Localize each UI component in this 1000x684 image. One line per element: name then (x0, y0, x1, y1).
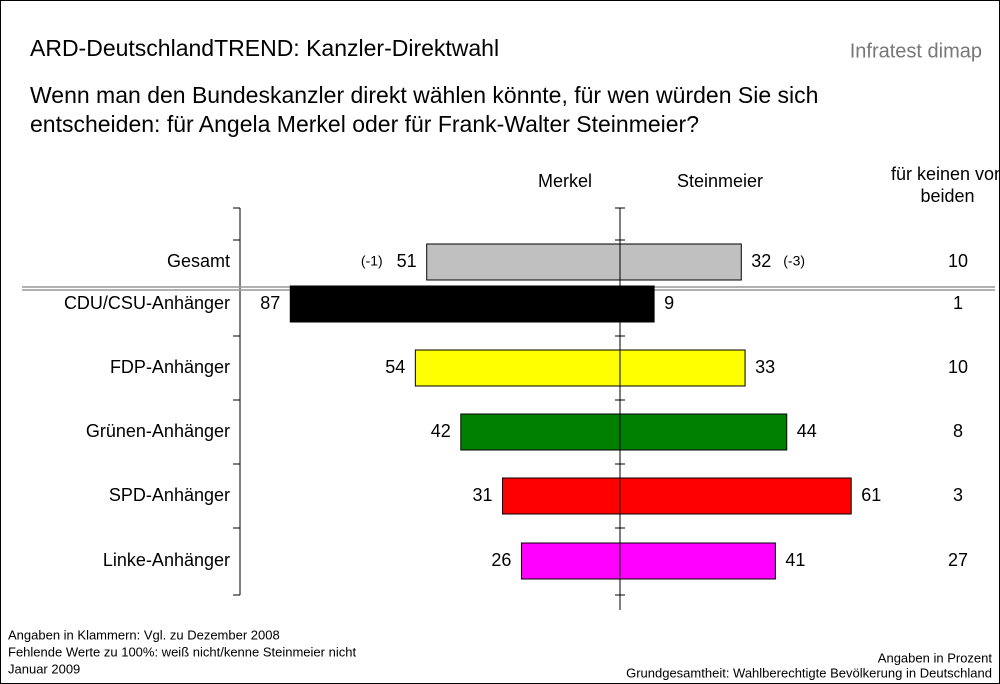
bar (520, 542, 621, 580)
value-label: 87 (260, 293, 280, 313)
value-label: 42 (431, 421, 451, 441)
bar (460, 413, 621, 451)
value-label: 54 (385, 357, 405, 377)
bar (619, 477, 852, 515)
series-header: für keinen von beiden (890, 164, 1000, 206)
value-label: 26 (491, 550, 511, 570)
category-label: Grünen-Anhänger (86, 421, 230, 441)
value-label: 8 (953, 421, 963, 441)
footnote: Angaben in Klammern: Vgl. zu Dezember 20… (8, 627, 280, 642)
value-label: 41 (785, 550, 805, 570)
bar (619, 542, 776, 580)
bar (619, 285, 655, 323)
bar (289, 285, 621, 323)
value-label: 27 (948, 550, 968, 570)
category-label: Gesamt (167, 251, 230, 271)
footnote: Januar 2009 (8, 661, 80, 676)
bar (414, 349, 621, 387)
category-label: FDP-Anhänger (110, 357, 230, 377)
subtitle: entscheiden: für Angela Merkel oder für … (30, 111, 699, 137)
chart-title: ARD-DeutschlandTREND: Kanzler-Direktwahl (30, 35, 499, 61)
value-label: 10 (948, 251, 968, 271)
footnote: Grundgesamtheit: Wahlberechtigte Bevölke… (626, 665, 992, 680)
value-label: 31 (472, 485, 492, 505)
category-label: SPD-Anhänger (109, 485, 230, 505)
value-label: 3 (953, 485, 963, 505)
bar (502, 477, 621, 515)
brand: Infratest dimap (850, 40, 982, 62)
value-label: 32 (751, 251, 771, 271)
footnote: Fehlende Werte zu 100%: weiß nicht/kenne… (8, 644, 356, 659)
value-label: 44 (797, 421, 817, 441)
bar (426, 243, 621, 281)
series-header: Merkel (537, 171, 592, 191)
bar (619, 349, 746, 387)
subtitle: Wenn man den Bundeskanzler direkt wählen… (30, 82, 818, 108)
value-label: 9 (664, 293, 674, 313)
value-label: 51 (397, 251, 417, 271)
bar (619, 413, 788, 451)
bar (619, 243, 742, 281)
value-label: 10 (948, 357, 968, 377)
footnote: Angaben in Prozent (878, 650, 993, 665)
category-label: Linke-Anhänger (103, 550, 230, 570)
series-header: Steinmeier (676, 171, 764, 191)
value-label: 33 (755, 357, 775, 377)
category-label: CDU/CSU-Anhänger (64, 293, 230, 313)
value-label: 1 (953, 293, 963, 313)
annotation: (-1) (361, 253, 383, 269)
value-label: 61 (861, 485, 881, 505)
annotation: (-3) (783, 253, 805, 269)
